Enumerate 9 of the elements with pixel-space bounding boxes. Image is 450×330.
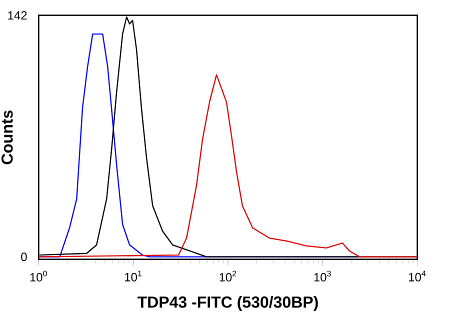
y-tick-label: 142 (8, 11, 27, 20)
x-tick-label: 10$^{0}$ (30, 270, 47, 282)
x-tick-label: 10$^{2}$ (220, 270, 236, 282)
x-axis-title: TDP43 -FITC (530/30BP) (138, 296, 318, 311)
y-axis-title: Counts (1, 110, 13, 164)
y-tick-label: 0 (21, 252, 27, 262)
x-tick-label: 10$^{3}$ (314, 270, 331, 282)
x-tick-label: 10$^{1}$ (125, 270, 142, 282)
x-tick-label: 10$^{4}$ (409, 270, 426, 282)
